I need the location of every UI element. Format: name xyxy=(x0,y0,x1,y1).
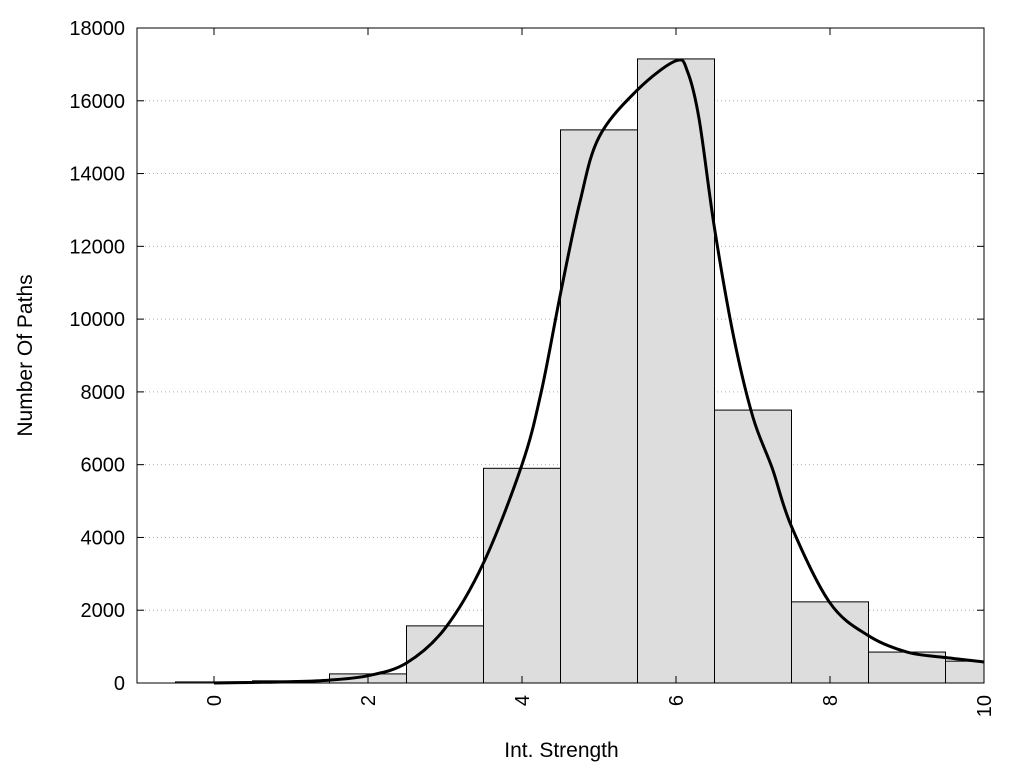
y-tick-label: 14000 xyxy=(69,164,125,186)
x-tick-label: 8 xyxy=(820,695,842,706)
y-tick-label: 10000 xyxy=(69,309,125,331)
x-tick-label: 10 xyxy=(974,695,996,717)
bars xyxy=(175,58,985,684)
histogram-bar xyxy=(791,601,869,684)
y-tick-label: 8000 xyxy=(81,382,126,404)
y-tick-label: 4000 xyxy=(81,527,126,549)
plot-frame xyxy=(136,27,985,684)
y-tick-label: 12000 xyxy=(69,236,125,258)
y-tick-label: 6000 xyxy=(81,455,126,477)
x-axis-label: Int. Strength xyxy=(504,739,618,762)
y-tick-label: 0 xyxy=(114,673,125,695)
histogram-bar xyxy=(945,660,985,684)
ticks xyxy=(137,27,985,684)
density-curve xyxy=(213,58,985,685)
tick-labels: 0 2000 4000 6000 8000 10000 12000 14000 16000 180… xyxy=(69,18,996,717)
histogram-bar xyxy=(483,467,561,684)
density-curve-layer xyxy=(213,58,985,685)
y-tick-label: 18000 xyxy=(69,18,125,40)
histogram-bar xyxy=(714,409,792,684)
x-tick-label: 2 xyxy=(358,695,380,706)
x-tick-label: 0 xyxy=(204,695,226,706)
y-tick-label: 2000 xyxy=(81,600,126,622)
histogram-bar xyxy=(560,129,638,684)
x-tick-label: 4 xyxy=(512,695,534,706)
y-tick-label: 16000 xyxy=(69,91,125,113)
y-axis-label: Number Of Paths xyxy=(14,274,37,436)
x-tick-label: 6 xyxy=(666,695,688,706)
